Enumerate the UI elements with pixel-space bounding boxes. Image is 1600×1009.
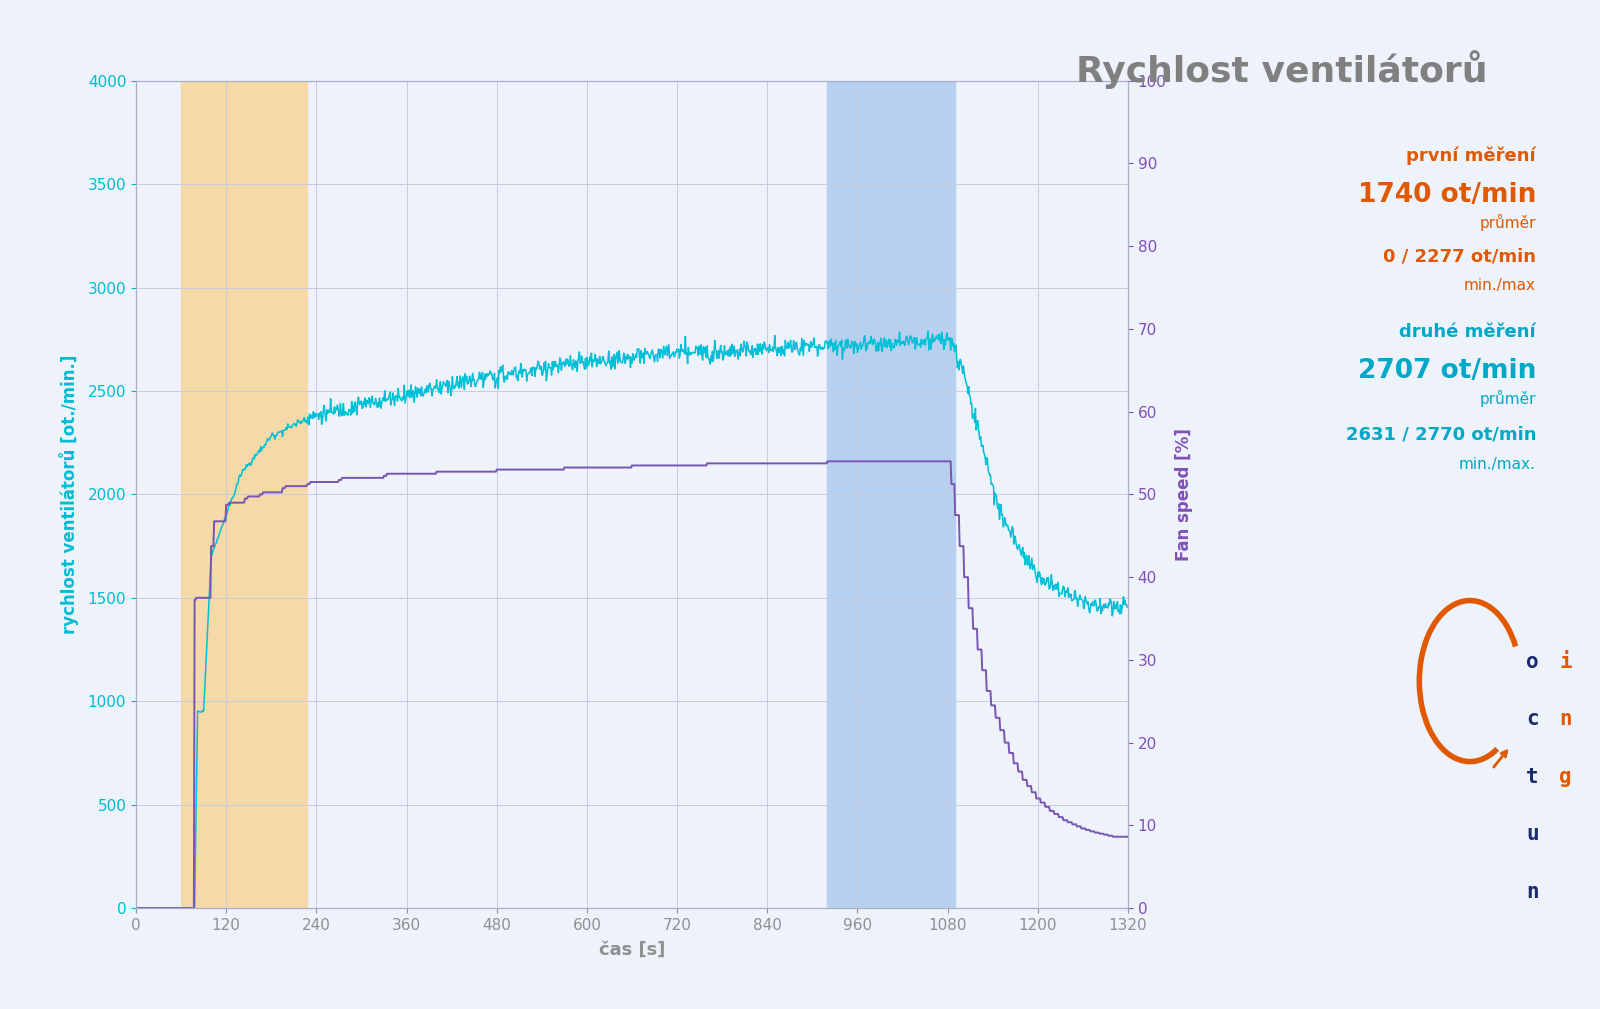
Text: n: n — [1526, 882, 1539, 902]
Text: i: i — [1560, 652, 1571, 672]
Text: u: u — [1526, 824, 1539, 845]
Text: 1740 ot/min: 1740 ot/min — [1358, 182, 1536, 208]
Text: n: n — [1560, 709, 1571, 730]
Y-axis label: rychlost ventilátorů [ot./min.]: rychlost ventilátorů [ot./min.] — [59, 355, 80, 634]
Text: min./max.: min./max. — [1459, 457, 1536, 472]
Text: 2707 ot/min: 2707 ot/min — [1358, 358, 1536, 384]
Text: 0 / 2277 ot/min: 0 / 2277 ot/min — [1382, 247, 1536, 265]
Text: Rychlost ventilátorů: Rychlost ventilátorů — [1077, 50, 1488, 89]
Y-axis label: Fan speed [%]: Fan speed [%] — [1174, 428, 1194, 561]
Text: průměr: průměr — [1480, 214, 1536, 231]
Text: o: o — [1526, 652, 1539, 672]
Text: g: g — [1560, 767, 1571, 787]
Text: min./max: min./max — [1464, 278, 1536, 294]
Text: c: c — [1526, 709, 1539, 730]
Text: první měření: první měření — [1406, 146, 1536, 164]
Bar — [181, 81, 307, 908]
X-axis label: čas [s]: čas [s] — [598, 941, 666, 960]
Text: 2631 / 2770 ot/min: 2631 / 2770 ot/min — [1346, 426, 1536, 444]
Text: t: t — [1526, 767, 1539, 787]
Text: průměr: průměr — [1480, 390, 1536, 408]
Bar — [827, 81, 955, 908]
Text: druhé měření: druhé měření — [1400, 323, 1536, 341]
